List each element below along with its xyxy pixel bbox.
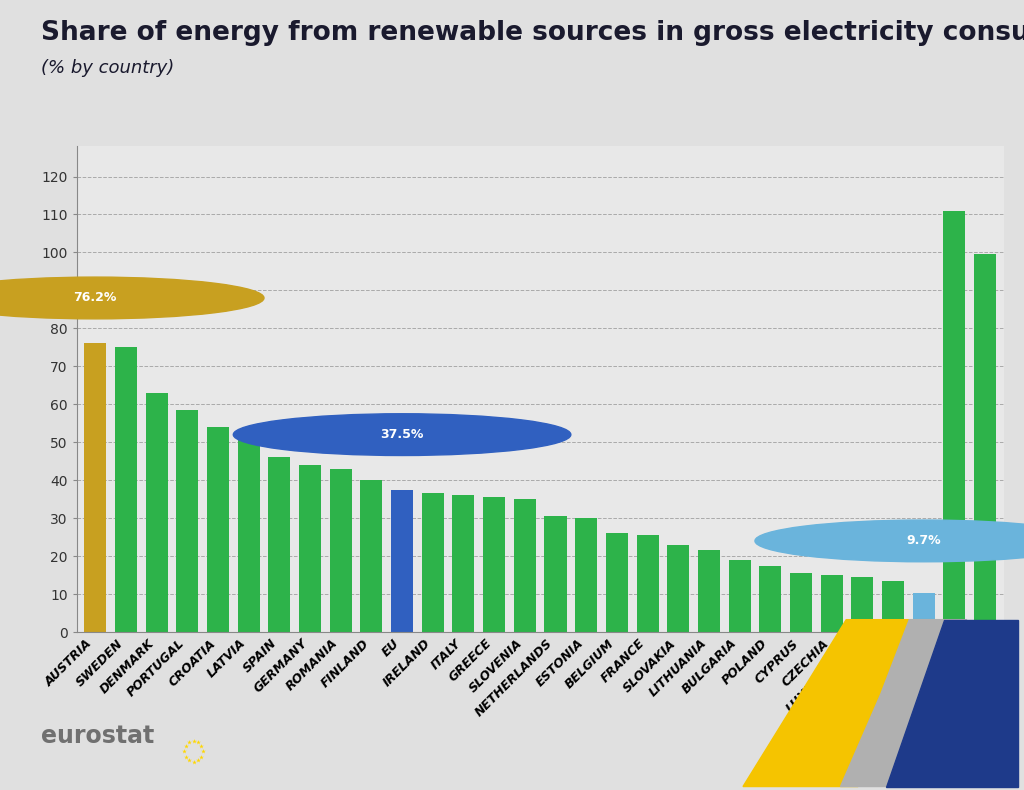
Bar bbox=[299, 465, 322, 632]
Bar bbox=[453, 495, 474, 632]
Circle shape bbox=[0, 277, 264, 319]
Text: Share of energy from renewable sources in gross electricity consumption, EU, 202: Share of energy from renewable sources i… bbox=[41, 20, 1024, 46]
Bar bbox=[145, 393, 168, 632]
Bar bbox=[759, 566, 781, 632]
Text: eurostat: eurostat bbox=[41, 724, 155, 748]
Bar bbox=[360, 480, 382, 632]
Bar bbox=[422, 494, 443, 632]
Bar bbox=[790, 574, 812, 632]
Bar bbox=[176, 410, 199, 632]
Circle shape bbox=[755, 520, 1024, 562]
Bar bbox=[637, 535, 658, 632]
Polygon shape bbox=[887, 619, 1018, 787]
Bar bbox=[912, 593, 935, 632]
Circle shape bbox=[233, 414, 570, 456]
Bar bbox=[728, 560, 751, 632]
Text: 9.7%: 9.7% bbox=[906, 534, 941, 547]
Bar bbox=[668, 544, 689, 632]
Bar bbox=[851, 577, 873, 632]
Bar bbox=[974, 254, 996, 632]
Bar bbox=[882, 581, 904, 632]
Bar bbox=[207, 427, 229, 632]
Bar bbox=[391, 490, 413, 632]
Text: (% by country): (% by country) bbox=[41, 59, 174, 77]
Bar bbox=[575, 518, 597, 632]
Bar bbox=[606, 533, 628, 632]
Polygon shape bbox=[743, 619, 961, 787]
Bar bbox=[115, 348, 137, 632]
Bar bbox=[698, 551, 720, 632]
Bar bbox=[514, 499, 536, 632]
Text: 37.5%: 37.5% bbox=[380, 428, 424, 441]
Bar bbox=[545, 516, 566, 632]
Bar bbox=[943, 211, 966, 632]
Bar bbox=[84, 343, 106, 632]
Bar bbox=[268, 457, 291, 632]
Bar bbox=[330, 468, 352, 632]
Bar bbox=[483, 497, 505, 632]
Bar bbox=[820, 575, 843, 632]
Polygon shape bbox=[841, 619, 967, 787]
Bar bbox=[238, 437, 260, 632]
Text: 76.2%: 76.2% bbox=[74, 292, 117, 304]
